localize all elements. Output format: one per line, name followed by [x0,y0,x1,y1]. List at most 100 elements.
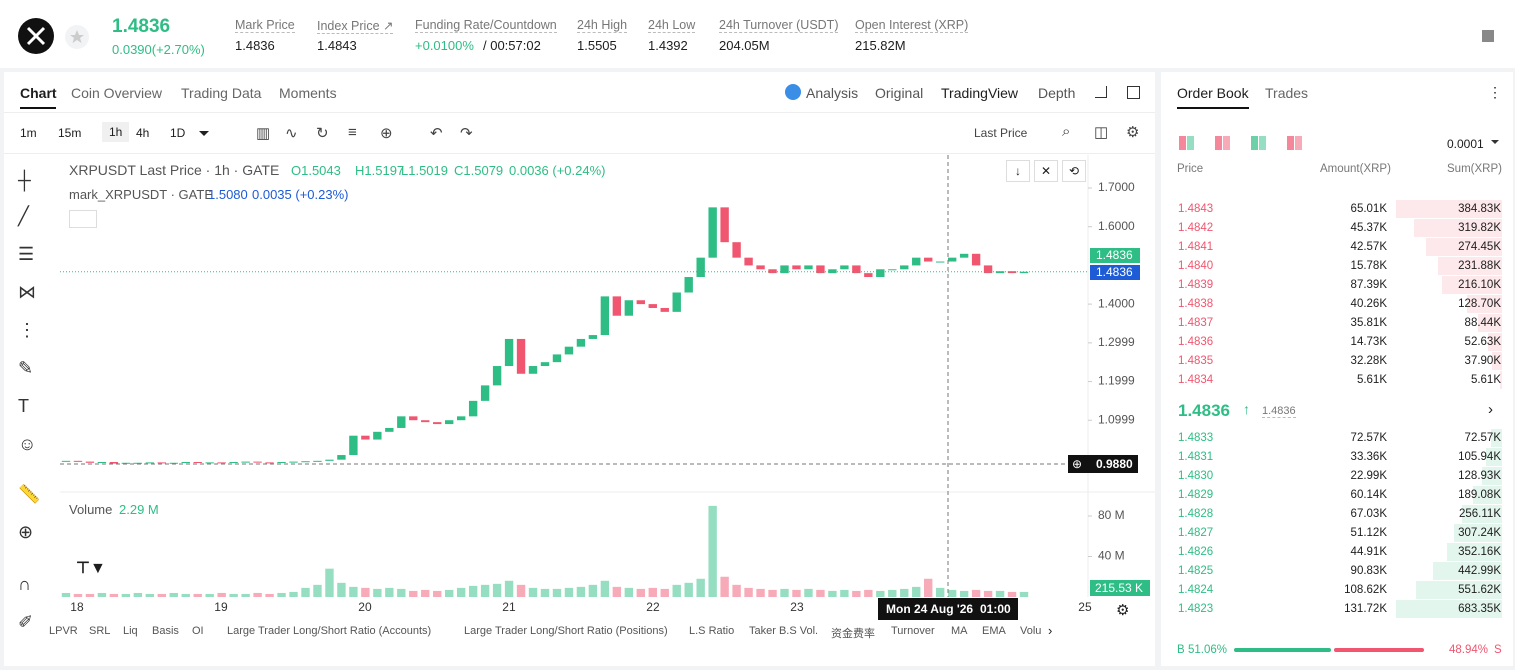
drawing-tool[interactable]: ╱ [18,206,29,226]
layout-icon[interactable] [1251,136,1258,150]
indicator-tab[interactable]: LPVR [49,625,78,637]
favorite-star[interactable] [64,24,90,50]
volume-bar [864,589,873,597]
volume-bar [756,588,765,597]
ob-tab[interactable]: Trades [1265,85,1309,101]
view-option[interactable]: TradingView [941,85,1019,101]
layout-icon[interactable] [1187,136,1194,150]
ob-sum: 216.10K [1458,279,1501,291]
ob-amount: 65.01K [1350,203,1387,215]
chart-btn[interactable]: ⟲ [1062,160,1086,182]
volume-bar [325,568,334,597]
ob-amount: 14.73K [1350,336,1387,348]
drawing-tool[interactable]: ┼ [18,170,31,190]
indicator-tab[interactable]: Liq [123,625,138,637]
volume-bar [564,587,574,597]
layout-icon[interactable] [1295,136,1302,150]
toolbar-icon[interactable]: ▥ [256,125,271,142]
legend-change: 0.0036 (+0.24%) [509,163,606,178]
drawing-tool[interactable]: T [18,396,29,416]
y-tick-label: 1.7000 [1098,180,1135,194]
tab[interactable]: Chart [20,85,57,101]
indicator-tab[interactable]: Large Trader Long/Short Ratio (Positions… [464,625,668,637]
drawing-tool[interactable]: ∩ [18,574,31,594]
indicator-tab[interactable]: Taker B.S Vol. [749,625,819,637]
candle-body [385,427,394,432]
drawing-tool[interactable]: ✎ [18,358,34,378]
toolbar-icon[interactable]: ≡ [348,124,357,141]
tab[interactable]: Trading Data [181,85,262,101]
chart-btn[interactable]: ✕ [1034,160,1058,182]
layout-icon[interactable] [1259,136,1266,150]
volume-bar [995,590,1005,597]
indicator-tab[interactable]: 资金费率 [831,628,875,640]
layout-icon[interactable] [1179,136,1186,150]
view-option[interactable]: Original [875,85,924,101]
drawing-tool[interactable]: ⋈ [18,282,36,302]
candle-body [840,265,849,270]
drawing-tool[interactable]: 📏 [18,484,41,504]
drawing-tool[interactable]: ☰ [18,244,35,264]
drawing-tool[interactable]: ⋮ [18,320,36,340]
cross-plus: ⊕ [1072,457,1082,471]
interval[interactable]: 15m [58,126,82,140]
chart-btn[interactable]: ↓ [1006,160,1030,182]
candle-body [265,462,274,464]
layout-icon[interactable] [1287,136,1294,150]
ob-tab[interactable]: Order Book [1177,85,1249,101]
toolbar-icon[interactable]: ↻ [316,125,329,142]
indicator-tab[interactable]: EMA [982,625,1006,637]
interval[interactable]: 1D [170,126,186,140]
ob-amount: 72.57K [1350,432,1387,444]
interval[interactable]: 1m [20,126,37,140]
tab[interactable]: Coin Overview [71,85,163,101]
candle-body [768,269,777,274]
toolbar-icon[interactable]: ∿ [285,125,298,142]
volume-bar [744,587,753,597]
layout-icon[interactable] [1223,136,1230,150]
drawing-tool[interactable]: ⊕ [18,522,34,542]
notes-icon[interactable] [1480,28,1496,44]
tool-icon[interactable]: ⚙ [1126,124,1140,141]
x-tick-label: 23 [790,600,804,614]
indicator-tab[interactable]: Large Trader Long/Short Ratio (Accounts) [227,625,432,637]
price-source[interactable]: Last Price [974,126,1028,140]
indicator-tab[interactable]: L.S Ratio [689,625,735,637]
tool-icon[interactable]: ◫ [1094,124,1109,141]
indicator-tab[interactable]: MA [951,625,968,637]
drawing-tool[interactable]: ☺ [18,434,37,454]
volume-bar [421,589,430,597]
tab[interactable]: Moments [279,85,337,101]
layout-icon[interactable] [1215,136,1222,150]
tool-icon[interactable]: ⌕ [1062,123,1071,140]
header-price: 1.4836 [112,16,171,37]
volume-bar [480,584,490,597]
precision[interactable]: 0.0001 [1447,137,1484,151]
toolbar-icon[interactable]: ⊕ [380,125,393,142]
toolbar-icon[interactable]: ↶ [430,125,443,142]
volume-bar [684,582,693,597]
ob-price: 1.4837 [1178,317,1214,329]
depth-bar [1433,562,1502,580]
coin-logo [18,18,54,54]
drawing-tool[interactable]: ✐ [18,612,34,632]
ob-amount: 40.26K [1350,298,1387,310]
indicator-tab[interactable]: SRL [89,625,111,637]
interval[interactable]: 4h [136,126,150,140]
interval[interactable]: 1h [102,122,130,142]
view-option[interactable]: Analysis [806,85,859,101]
ob-price: 1.4843 [1178,203,1214,215]
ob-price: 1.4835 [1178,355,1214,367]
mid-arrow: ↑ [1243,401,1250,417]
indicator-tab[interactable]: Basis [152,625,179,637]
collapse-btn[interactable] [69,210,97,228]
toolbar-icon[interactable]: ↷ [460,125,473,142]
view-option[interactable]: Depth [1038,85,1076,101]
volume-bar [361,587,370,597]
indicator-tab[interactable]: Volu [1020,625,1042,637]
indicator-tab[interactable]: Turnover [891,625,935,637]
indicator-tab[interactable]: OI [192,625,204,637]
stat-label: Mark Price [235,18,295,33]
depth-bar [1396,600,1502,618]
volume-bar [708,505,717,597]
